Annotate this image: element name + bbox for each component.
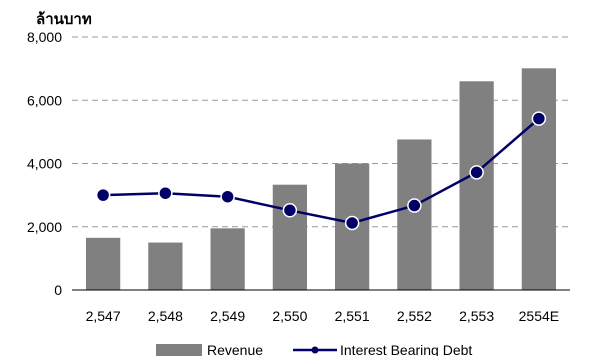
x-tick-label: 2,547 [86,308,121,324]
x-tick-label: 2554E [519,308,559,324]
y-tick-label: 0 [54,282,62,298]
x-tick-label: 2,548 [148,308,183,324]
x-tick-label: 2,553 [459,308,494,324]
revenue-bar [210,228,245,290]
y-tick-label: 6,000 [27,92,62,108]
x-tick-label: 2,552 [397,308,432,324]
revenue-bar [86,237,121,290]
legend-debt-marker [311,346,319,354]
revenue-bar [459,81,494,291]
revenue-bar [521,68,556,290]
y-tick-label: 8,000 [27,29,62,45]
debt-point [407,198,422,213]
legend: Revenue Interest Bearing Debt [156,342,472,356]
debt-point [220,189,235,204]
debt-point [531,111,547,126]
debt-line-series [95,111,547,231]
revenue-bar [148,242,183,290]
y-tick-label: 2,000 [27,219,62,235]
debt-point [344,215,360,231]
revenue-bars [86,68,556,291]
debt-point [95,187,111,203]
gridlines [72,36,570,228]
legend-revenue-label: Revenue [207,342,263,356]
y-axis-label: ล้านบาท [36,11,92,28]
axes: 0 2,000 4,000 6,000 8,000 2,547 2,548 2,549 2,55… [27,29,570,324]
legend-revenue-swatch [156,344,202,356]
legend-debt-label: Interest Bearing Debt [340,342,472,356]
revenue-bar [397,139,432,290]
x-tick-label: 2,550 [272,308,307,324]
debt-point [158,185,173,201]
y-tick-label: 4,000 [27,156,62,172]
debt-line [103,117,540,225]
debt-point [469,165,484,180]
x-tick-label: 2,551 [335,308,370,324]
debt-point [282,203,298,218]
x-tick-label: 2,549 [210,308,245,324]
revenue-bar [272,184,307,290]
